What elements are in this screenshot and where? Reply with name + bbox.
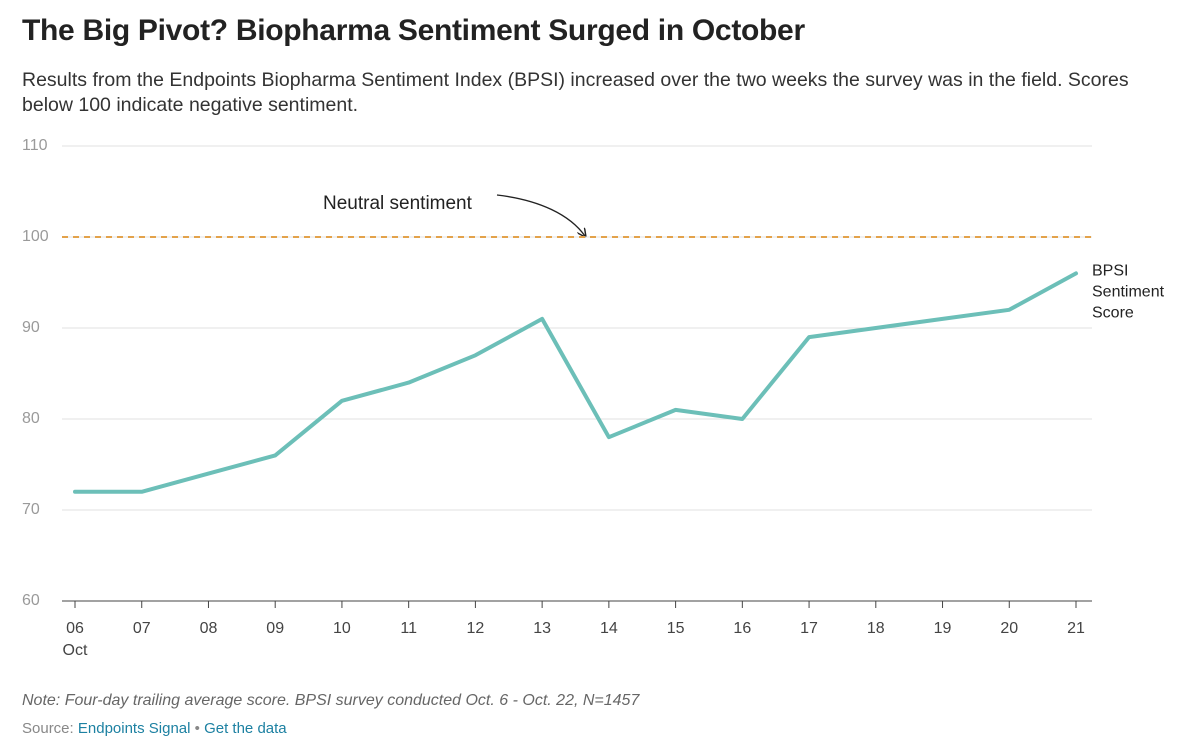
source-separator: • [194,720,200,737]
x-tick-label: 19 [934,620,952,637]
series-label: BPSI Sentiment Score [1092,263,1165,322]
chart: 60 70 80 90 100 110 06 07 08 09 10 11 12 13 14 15 16 17 18… [22,137,1165,659]
x-tick-label: 14 [600,620,618,637]
y-tick-label: 80 [22,410,40,427]
x-tick-label: 13 [533,620,551,637]
x-tick-label: 21 [1067,620,1085,637]
x-month-label: Oct [63,642,88,659]
y-tick-label: 90 [22,319,40,336]
x-tick-label: 12 [467,620,485,637]
chart-title: The Big Pivot? Biopharma Sentiment Surge… [22,14,805,47]
y-tick-label: 100 [22,228,49,245]
reference-label: Neutral sentiment [323,193,473,214]
x-tick-label: 16 [733,620,751,637]
x-tick-label: 06 [66,620,84,637]
x-tick-label: 15 [667,620,685,637]
annotation-arrow [496,194,585,236]
chart-subtitle: Results from the Endpoints Biopharma Sen… [22,69,1129,116]
y-tick-label: 70 [22,501,40,518]
data-link[interactable]: Get the data [204,720,287,737]
chart-note: Note: Four-day trailing average score. B… [22,692,640,709]
y-tick-label: 60 [22,592,40,609]
x-tick-label: 11 [400,620,417,637]
source-label: Source: [22,720,74,737]
source-link[interactable]: Endpoints Signal [77,720,191,737]
data-line [73,271,1078,494]
x-tick-label: 20 [1000,620,1018,637]
x-tick-label: 09 [266,620,284,637]
x-tick-label: 10 [333,620,351,637]
x-tick-label: 08 [200,620,218,637]
x-tick-label: 18 [867,620,885,637]
y-tick-label: 110 [22,137,48,154]
x-tick-label: 17 [800,620,818,637]
x-tick-label: 07 [133,620,151,637]
chart-source: Source: Endpoints Signal • Get the data [22,720,287,737]
